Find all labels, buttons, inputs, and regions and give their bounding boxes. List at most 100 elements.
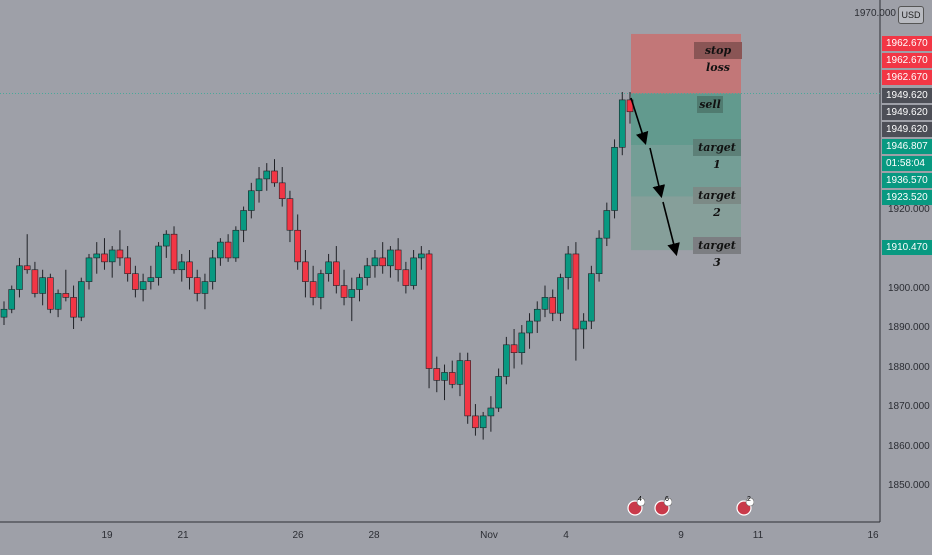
price-label: 1936.570 <box>882 173 932 188</box>
candle-body <box>564 253 572 278</box>
candle-body <box>85 257 93 282</box>
candle-body <box>379 257 386 267</box>
candle-body <box>248 190 255 211</box>
candle-body <box>487 407 495 417</box>
trend-arrow-2 <box>649 147 666 199</box>
target2-label: target 2 <box>693 187 741 219</box>
candle-body <box>456 360 464 385</box>
event-badge-2[interactable]: 6 <box>654 496 673 516</box>
profit-zone-1 <box>631 93 741 146</box>
candle-body <box>93 253 101 259</box>
candle-body <box>495 376 502 409</box>
candle-body <box>418 253 425 259</box>
candle-body <box>201 281 209 294</box>
candle-body <box>193 277 201 294</box>
candle-body <box>155 245 162 278</box>
price-tick: 1880.000 <box>888 361 930 373</box>
event-badge-1[interactable]: 4 <box>627 496 646 516</box>
currency-badge[interactable]: USD <box>898 6 924 24</box>
time-tick: Nov <box>480 530 498 541</box>
candle-body <box>363 265 371 278</box>
event-badge-3-count: 2 <box>747 496 751 503</box>
time-tick: 28 <box>368 530 380 541</box>
candle-body <box>232 229 240 259</box>
trend-arrow-3 <box>662 201 680 257</box>
candle-body <box>39 277 46 294</box>
candle-body <box>278 182 286 199</box>
price-label: 1949.620 <box>882 88 932 103</box>
candle-body <box>170 233 178 271</box>
candle-body <box>108 249 116 263</box>
plot-background <box>0 0 880 522</box>
time-tick: 4 <box>563 530 569 541</box>
price-tick: 1890.000 <box>888 322 930 333</box>
sell-label: sell <box>697 96 723 113</box>
candle-body <box>433 368 441 381</box>
candle-body <box>209 257 216 282</box>
candle-body <box>572 253 580 330</box>
candle-body <box>348 289 356 298</box>
event-badge-1-count: 4 <box>638 496 642 503</box>
candle-body <box>132 273 139 290</box>
candle-body <box>603 210 611 239</box>
candle-body <box>147 277 155 282</box>
candle-body <box>178 261 186 271</box>
candle-body <box>425 253 433 369</box>
candle-body <box>549 297 557 314</box>
candle-body <box>317 273 325 298</box>
candle-body <box>595 237 603 274</box>
price-label: 1949.620 <box>882 105 932 120</box>
candle-body <box>533 308 541 322</box>
candle-body <box>325 261 332 275</box>
event-badge-2-count: 6 <box>665 496 669 503</box>
time-tick: 16 <box>867 530 879 541</box>
trend-arrow-1 <box>630 97 649 146</box>
candle-body <box>124 257 131 274</box>
candle-body <box>356 277 363 290</box>
price-label: 1962.670 <box>882 36 932 51</box>
candle-body <box>402 269 410 286</box>
candle-body <box>271 170 278 184</box>
time-tick: 21 <box>177 530 189 541</box>
candle-body <box>340 285 348 298</box>
candle-body <box>309 281 317 298</box>
candle-body <box>101 253 108 263</box>
candle-body <box>240 210 247 231</box>
candle-body <box>70 297 77 318</box>
candle-body <box>588 273 595 322</box>
candle-body <box>116 249 124 259</box>
candle-body <box>16 265 23 290</box>
candle-body <box>510 344 518 353</box>
price-tick: 1850.000 <box>888 480 930 491</box>
candle-body <box>302 261 309 282</box>
time-tick: 11 <box>752 530 764 541</box>
candle-body <box>8 289 16 310</box>
price-label: 1949.620 <box>882 122 932 137</box>
price-tick: 1920.000 <box>888 203 930 215</box>
candle-body <box>611 147 618 211</box>
candle-body <box>557 277 564 314</box>
candle-body <box>294 229 301 263</box>
candle-body <box>503 344 510 377</box>
candle-body <box>139 281 147 290</box>
candle-body <box>263 170 271 180</box>
candle-body <box>394 249 402 271</box>
target1-label: target 1 <box>693 139 741 171</box>
candle-body <box>31 269 39 294</box>
candle-body <box>472 415 479 429</box>
candle-body <box>47 277 54 310</box>
price-label: 1962.670 <box>882 70 932 85</box>
candle-body <box>448 372 456 385</box>
top-cut-label: 1970.000 <box>854 8 896 19</box>
price-label: 1946.807 <box>882 139 932 154</box>
candle-body <box>541 297 549 310</box>
time-tick: 19 <box>101 530 113 541</box>
time-tick: 26 <box>292 530 304 541</box>
price-label: 1923.520 <box>882 190 932 205</box>
candle-body <box>464 360 472 417</box>
candle-body <box>186 261 193 278</box>
candle-body <box>0 308 8 318</box>
event-badge-3[interactable]: 2 <box>736 496 755 516</box>
